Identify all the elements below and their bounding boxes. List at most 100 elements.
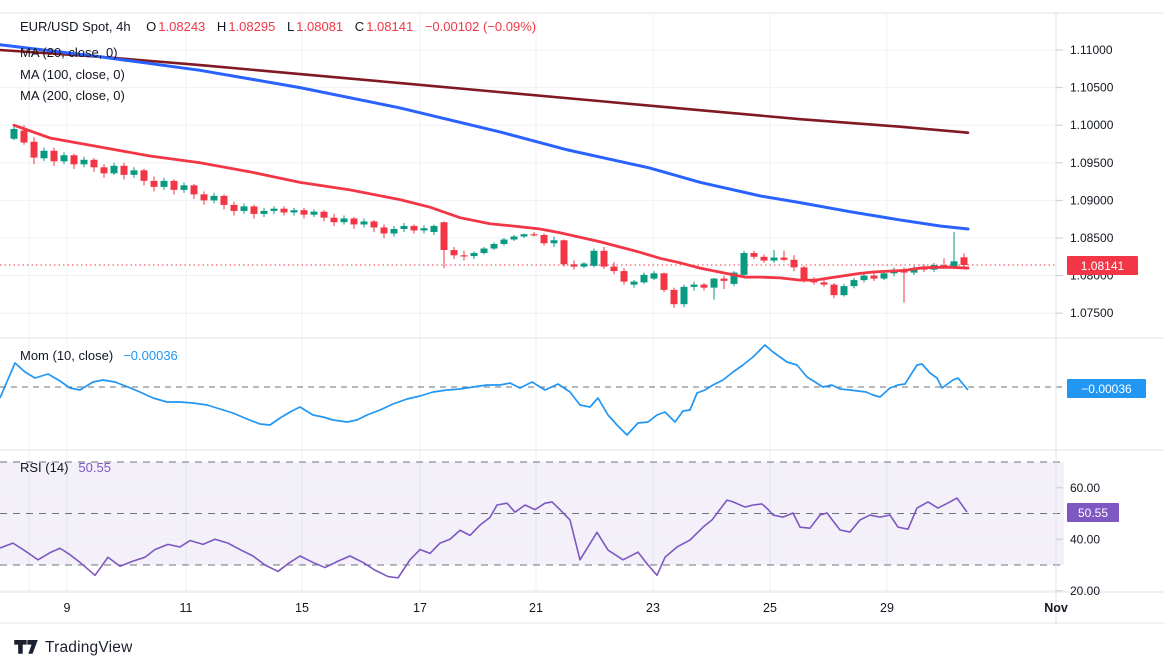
candle-body [750,253,758,257]
candle-body [370,221,378,228]
candle-body [870,275,878,279]
ma100-line [0,43,970,231]
candle-body [80,159,88,165]
rsi-legend[interactable]: RSI (14) 50.55 [20,460,111,475]
time-axis-label: 23 [646,601,660,615]
candle-body [300,210,308,215]
ma200-line [0,48,970,135]
candle-body [620,271,628,282]
candle-body [340,218,348,223]
candle-body [350,218,358,225]
candle-body [120,165,128,175]
candle-body [400,225,408,229]
candle-body [560,240,568,265]
rsi-value-badge: 50.55 [1067,503,1119,522]
candle-body [330,217,338,223]
ma100-legend[interactable]: MA (100, close, 0) [20,67,125,82]
ma20-legend[interactable]: MA (20, close, 0) [20,45,118,60]
time-axis-label: 21 [529,601,543,615]
candle-body [640,274,648,283]
candle-body [780,257,788,260]
candle-body [460,255,468,257]
time-axis-label: 9 [64,601,71,615]
candle-body [190,185,198,195]
candle-body [860,275,868,281]
time-axis-label: 29 [880,601,894,615]
candle-body [230,204,238,211]
symbol-legend[interactable]: EUR/USD Spot, 4h O 1.08243 H 1.08295 L 1.08… [20,19,538,34]
candle-body [410,225,418,231]
candle-body [570,264,578,267]
candle-body [360,221,368,225]
candle-body [510,236,518,240]
candle-body [430,225,438,232]
price-axis-label: 1.08500 [1070,231,1114,245]
candle-body [600,250,608,267]
momentum-value-badge: −0.00036 [1067,379,1146,398]
rsi-axis-label: 20.00 [1070,584,1100,598]
candle-body [40,150,48,159]
candle-body [550,240,558,244]
ma20-line [12,123,970,282]
candle-body [140,170,148,181]
ohlc-open-value: 1.08243 [158,19,206,34]
momentum-legend[interactable]: Mom (10, close) −0.00036 [20,348,178,363]
candle-body [280,208,288,213]
ohlc-high-value: 1.08295 [228,19,276,34]
time-axis-label: 11 [180,601,193,615]
ohlc-low-value: 1.08081 [296,19,344,34]
candle-body [580,263,588,267]
price-axis-label: 1.07500 [1070,306,1114,320]
candle-body [260,210,268,214]
candle-body [210,195,218,201]
ma20-label: MA (20, close, 0) [20,45,118,60]
change-value: −0.00102 (−0.09%) [424,19,537,34]
candle-body [30,141,38,158]
candle-body [160,180,168,187]
candle-body [310,211,318,215]
candle-body [420,228,428,231]
candle-body [740,253,748,275]
ma200-legend[interactable]: MA (200, close, 0) [20,88,125,103]
candle-body [940,265,948,267]
candle-body [380,227,388,234]
candle-body [70,155,78,165]
candle-body [520,234,528,237]
momentum-label: Mom (10, close) [20,348,114,363]
tradingview-logo-icon [14,639,38,654]
time-axis-label: Nov [1044,601,1068,615]
time-axis-label: 15 [295,601,309,615]
candle-body [840,286,848,296]
chart-canvas[interactable]: 1.11000 1.10500 1.10000 1.09500 1.09000 1.085… [0,0,1164,625]
candle-body [180,185,188,190]
candle-body [790,259,798,268]
time-axis-label: 25 [763,601,777,615]
candle-body [680,286,688,305]
candle-body [480,248,488,254]
price-axis-label: 1.09500 [1070,156,1114,170]
candle-body [130,170,138,175]
candle-body [800,267,808,280]
momentum-line [0,344,969,436]
candle-body [670,289,678,305]
candle-body [270,208,278,211]
candle-body [950,261,958,267]
candle-body [630,281,638,285]
candle-body [440,222,448,251]
tradingview-watermark[interactable]: TradingView [14,639,133,657]
tradingview-brand-text: TradingView [45,639,133,656]
candle-body [720,278,728,281]
candle-body [650,273,658,279]
candle-body [10,128,18,139]
rsi-value: 50.55 [78,460,111,475]
ohlc-close-value: 1.08141 [366,19,414,34]
ohlc-open-label: O [146,19,157,34]
ma100-label: MA (100, close, 0) [20,67,125,82]
candle-body [60,155,68,162]
candle-body [850,280,858,287]
candle-body [770,257,778,261]
candle-body [450,250,458,256]
candle-body [700,284,708,288]
candle-body [100,167,108,174]
candle-body [250,206,258,214]
